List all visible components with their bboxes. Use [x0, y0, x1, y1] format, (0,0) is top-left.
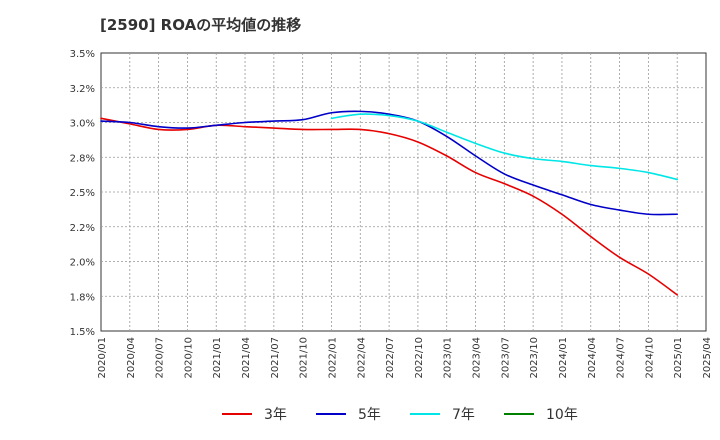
x-tick-label-2024-07: 2024/07 — [616, 337, 627, 379]
legend-label-3: 7年 — [452, 407, 475, 423]
x-tick-label-2020-04: 2020/04 — [126, 337, 137, 379]
x-tick-label-2023-04: 2023/04 — [472, 337, 483, 379]
x-tick-label-2024-04: 2024/04 — [587, 337, 598, 379]
y-tick-label-2-5: 2.5% — [70, 188, 95, 199]
x-tick-label-2025-04: 2025/04 — [702, 337, 713, 379]
x-tick-label-2020-10: 2020/10 — [183, 337, 194, 379]
x-tick-label-2020-01: 2020/01 — [97, 337, 108, 379]
x-tick-label-2021-01: 2021/01 — [212, 337, 223, 379]
x-tick-label-2023-07: 2023/07 — [500, 337, 511, 379]
y-tick-label-1-5: 1.5% — [70, 327, 95, 338]
x-tick-label-2020-07: 2020/07 — [155, 337, 166, 379]
y-tick-label-1-8: 1.8% — [70, 292, 95, 303]
y-axis-tick-labels: 1.5% 1.8% 2.0% 2.2% 2.5% 2.8% 3.0% 3.2% 3.5% — [70, 49, 95, 338]
x-tick-label-2024-10: 2024/10 — [644, 337, 655, 379]
grid-lines — [101, 53, 706, 331]
x-tick-label-2024-01: 2024/01 — [558, 337, 569, 379]
y-tick-label-2-8: 2.8% — [70, 153, 95, 164]
legend-label-4: 10年 — [546, 407, 578, 423]
series-line-3 — [330, 113, 678, 181]
legend-label-1: 3年 — [264, 407, 287, 423]
x-tick-label-2021-10: 2021/10 — [299, 337, 310, 379]
x-tick-label-2022-07: 2022/07 — [385, 337, 396, 379]
x-tick-label-2021-04: 2021/04 — [241, 337, 252, 379]
plot-area — [100, 52, 707, 332]
y-tick-label-3-0: 3.0% — [70, 119, 95, 130]
y-tick-label-3-2: 3.2% — [70, 84, 95, 95]
x-tick-label-2022-04: 2022/04 — [356, 337, 367, 379]
legend: 3年 5年 7年 10年 — [222, 407, 578, 423]
x-tick-label-2022-10: 2022/10 — [414, 337, 425, 379]
y-tick-label-2-2: 2.2% — [70, 223, 95, 234]
series-line-1 — [100, 117, 678, 296]
series-lines — [100, 110, 678, 296]
y-tick-label-3-5: 3.5% — [70, 49, 95, 60]
chart-title: [2590] ROAの平均値の推移 — [100, 16, 302, 34]
x-tick-label-2021-07: 2021/07 — [270, 337, 281, 379]
x-tick-label-2022-01: 2022/01 — [327, 337, 338, 379]
x-tick-label-2023-01: 2023/01 — [443, 337, 454, 379]
x-axis-tick-labels: 2020/01 2020/04 2020/07 2020/10 2021/01 2021/… — [97, 337, 713, 379]
legend-label-2: 5年 — [358, 407, 381, 423]
series-line-2 — [100, 110, 678, 216]
y-tick-label-2-0: 2.0% — [70, 258, 95, 269]
x-tick-label-2023-10: 2023/10 — [529, 337, 540, 379]
x-tick-label-2025-01: 2025/01 — [673, 337, 684, 379]
